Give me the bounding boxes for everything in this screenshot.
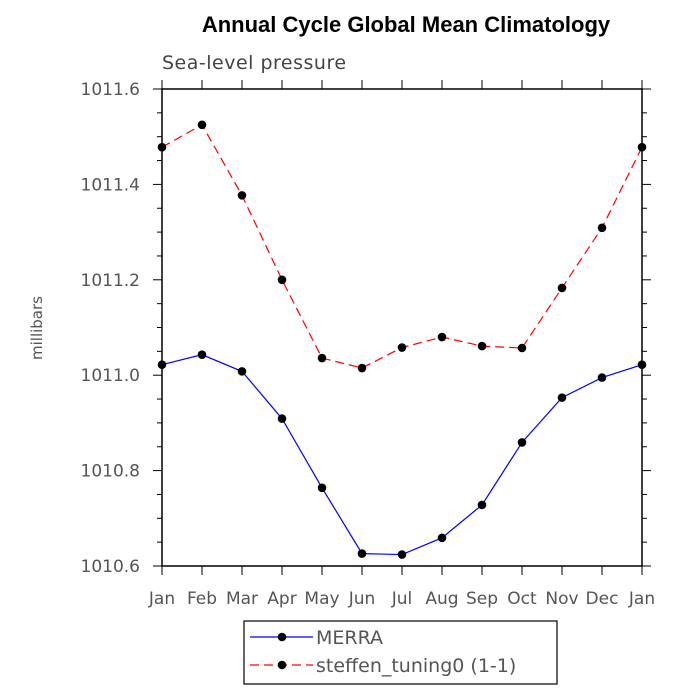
series-0-point — [597, 373, 607, 382]
series-0-point — [317, 483, 327, 493]
series-1-point — [317, 353, 327, 363]
x-tick-label: Jul — [391, 589, 413, 609]
series-1-point — [237, 191, 247, 200]
legend-label-0: MERRA — [316, 627, 383, 649]
series-1-point — [477, 341, 487, 351]
series-0-point — [557, 393, 567, 402]
series-0-point — [517, 438, 527, 447]
series-line-1 — [161, 123, 643, 369]
x-tick-label: Oct — [507, 589, 537, 609]
x-tick-label: Jun — [348, 589, 376, 609]
series-0-point — [477, 500, 487, 510]
y-tick-label: 1011.4 — [81, 175, 140, 195]
series-0-point — [197, 350, 207, 359]
series-1-point — [557, 283, 567, 293]
x-tick-label: Dec — [586, 589, 619, 609]
y-tick-label: 1011.6 — [81, 80, 140, 100]
series-1-point — [277, 275, 287, 285]
legend: MERRA steffen_tuning0 (1-1) — [243, 620, 558, 685]
y-axis-label: millibars — [28, 296, 46, 360]
legend-label-1: steffen_tuning0 (1-1) — [316, 655, 516, 677]
series-0-point — [357, 549, 367, 558]
chart-subtitle: Sea-level pressure — [162, 52, 347, 74]
x-tick-label: Aug — [425, 589, 458, 609]
legend-box — [243, 620, 558, 685]
series-1-point — [437, 332, 447, 342]
chart-title: Annual Cycle Global Mean Climatology — [202, 12, 611, 37]
x-tick-label: Apr — [267, 589, 296, 609]
x-tick-labels: Jan Feb Mar Apr May Jun Jul Aug Sep Oct Nov Dec Jan — [148, 589, 655, 609]
y-tick-label: 1010.6 — [81, 557, 140, 577]
series-layer — [157, 120, 647, 559]
y-tick-labels: 1010.6 1010.8 1011.0 1011.2 1011.4 1011.6 — [81, 80, 140, 577]
series-0-point — [237, 367, 247, 376]
legend-marker-1 — [277, 660, 287, 670]
series-1-point — [517, 343, 527, 353]
x-tick-label: May — [304, 589, 339, 609]
y-tick-label: 1011.2 — [81, 271, 140, 291]
series-0-point — [437, 533, 447, 543]
x-tick-label: Jan — [148, 589, 175, 609]
x-tick-label: Mar — [226, 589, 258, 609]
y-tick-label: 1010.8 — [81, 462, 140, 482]
series-0-point — [277, 414, 287, 423]
series-1-point — [397, 343, 407, 352]
plot-frame — [161, 88, 643, 567]
series-1-point — [597, 223, 607, 233]
series-0-point — [397, 550, 407, 559]
y-tick-label: 1011.0 — [81, 366, 140, 386]
legend-items: MERRA steffen_tuning0 (1-1) — [250, 627, 516, 677]
series-line-0 — [161, 354, 643, 556]
x-tick-label: Sep — [466, 589, 498, 609]
series-1-point — [197, 120, 207, 130]
axis-ticks — [153, 80, 651, 575]
x-tick-label: Jan — [628, 589, 655, 609]
legend-marker-0 — [277, 632, 287, 642]
x-tick-label: Nov — [545, 589, 578, 609]
series-1-point — [357, 363, 367, 373]
x-tick-label: Feb — [187, 589, 217, 609]
